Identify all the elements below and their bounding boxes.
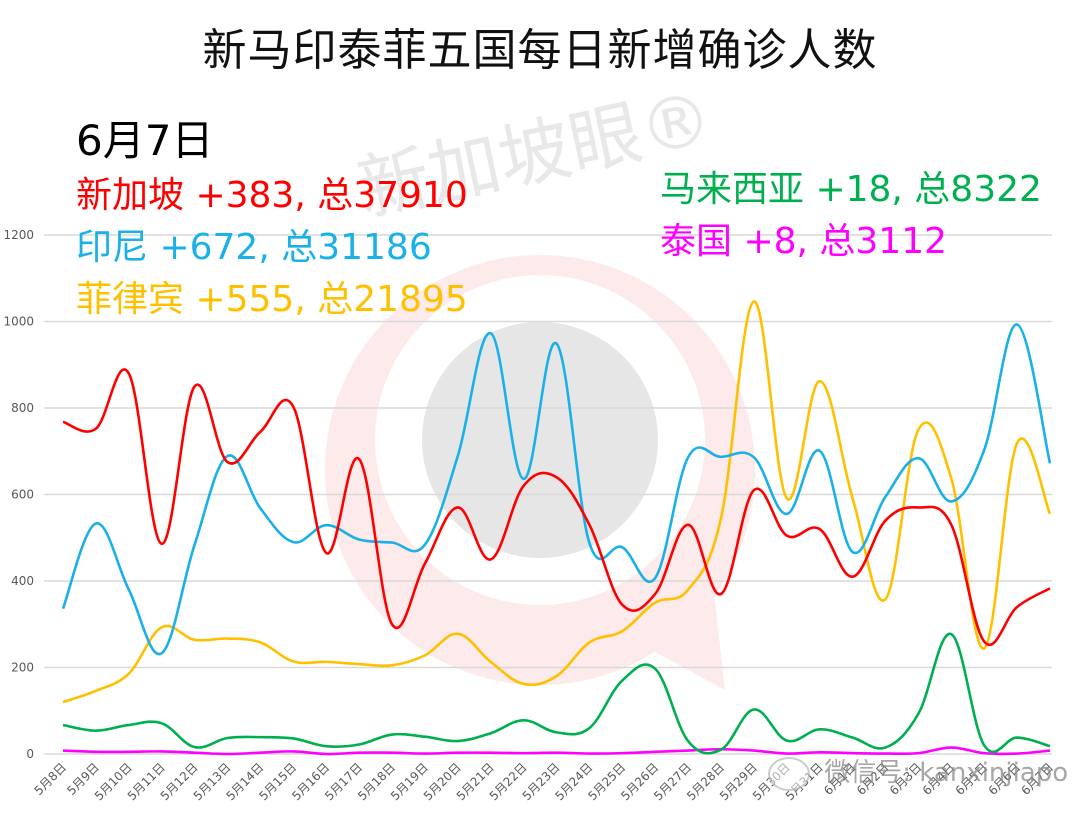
y-tick-label: 400 <box>11 574 34 588</box>
y-tick-label: 1200 <box>3 228 34 242</box>
y-tick-label: 800 <box>11 401 34 415</box>
series-line-singapore <box>62 368 1051 646</box>
series-lines <box>61 300 1052 756</box>
y-tick-label: 600 <box>11 488 34 502</box>
legend-thailand: 泰国 +8, 总3112 <box>660 221 948 262</box>
y-tick-label: 0 <box>26 747 34 761</box>
series-line-indonesia <box>61 323 1052 656</box>
legend-singapore: 新加坡 +383, 总37910 <box>76 175 468 216</box>
chart-title: 新马印泰菲五国每日新增确诊人数 <box>202 25 878 76</box>
legend-philippines: 菲律宾 +555, 总21895 <box>76 279 468 320</box>
wechat-id-text: 微信号: kanxinjiapo <box>824 758 1069 788</box>
legend-right: 马来西亚 +18, 总8322 泰国 +8, 总3112 <box>660 164 1042 268</box>
legend-malaysia: 马来西亚 +18, 总8322 <box>660 169 1042 210</box>
y-tick-label: 1000 <box>3 315 34 329</box>
wechat-watermark: 微信号: kanxinjiapo <box>768 752 1068 791</box>
wechat-icon <box>768 756 810 791</box>
legend-left: 6月7日 新加坡 +383, 总37910 印尼 +672, 总31186 菲律… <box>76 112 468 326</box>
series-line-philippines <box>62 300 1052 704</box>
series-line-thailand <box>62 746 1051 756</box>
series-line-malaysia <box>62 632 1051 755</box>
x-tick-label: 5月8日 <box>31 760 69 798</box>
y-tick-label: 200 <box>11 661 34 675</box>
legend-indonesia: 印尼 +672, 总31186 <box>76 227 432 268</box>
date-label: 6月7日 <box>76 116 214 165</box>
y-axis-ticks: 0 200 400 600 800 1000 1200 <box>3 228 34 761</box>
